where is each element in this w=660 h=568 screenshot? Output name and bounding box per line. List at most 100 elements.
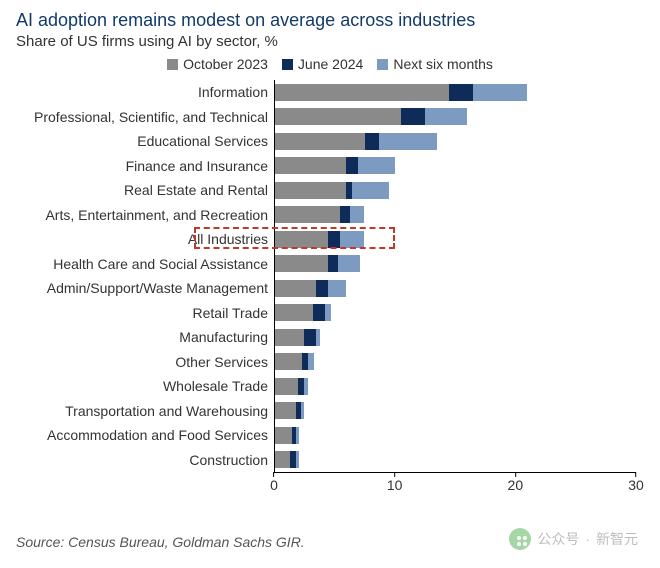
legend-swatch — [282, 59, 293, 70]
bar-track — [274, 178, 644, 203]
plot-area: Information Professional, Scientific, and… — [16, 80, 644, 472]
bar — [274, 157, 395, 174]
bar-segment-oct2023 — [274, 329, 304, 346]
x-tick: 30 — [628, 472, 644, 493]
legend-label: Next six months — [393, 56, 493, 72]
x-tick: 0 — [270, 472, 278, 493]
bar — [274, 280, 346, 297]
category-label: Manufacturing — [16, 329, 274, 345]
bar — [274, 182, 389, 199]
bar-row: Construction — [16, 448, 644, 473]
bar-segment-next6 — [325, 304, 331, 321]
bar-segment-jun2024 — [401, 108, 425, 125]
bar — [274, 133, 437, 150]
chart-subtitle: Share of US firms using AI by sector, % — [16, 33, 644, 50]
bar-segment-oct2023 — [274, 451, 290, 468]
chart-container: AI adoption remains modest on average ac… — [0, 0, 660, 568]
category-label: Educational Services — [16, 133, 274, 149]
bar-track — [274, 252, 644, 277]
bar — [274, 84, 527, 101]
bar-track — [274, 105, 644, 130]
bar-segment-next6 — [379, 133, 437, 150]
bar-segment-jun2024 — [304, 329, 316, 346]
bar-row: Retail Trade — [16, 301, 644, 326]
bar-segment-jun2024 — [346, 157, 358, 174]
bar-segment-oct2023 — [274, 304, 313, 321]
watermark-account: 新智元 — [596, 529, 638, 549]
bar — [274, 427, 299, 444]
bar-row: Educational Services — [16, 129, 644, 154]
bar-track — [274, 276, 644, 301]
bar-track — [274, 374, 644, 399]
bar-segment-jun2024 — [449, 84, 473, 101]
bar-track — [274, 129, 644, 154]
bar-segment-jun2024 — [313, 304, 325, 321]
category-label: Construction — [16, 452, 274, 468]
bar-segment-jun2024 — [365, 133, 379, 150]
category-label: Retail Trade — [16, 305, 274, 321]
bar-segment-oct2023 — [274, 402, 296, 419]
bar-segment-next6 — [296, 427, 300, 444]
bar-segment-jun2024 — [328, 231, 340, 248]
chart-title: AI adoption remains modest on average ac… — [16, 10, 644, 31]
bar-track — [274, 80, 644, 105]
bar-segment-next6 — [301, 402, 305, 419]
legend-swatch — [167, 59, 178, 70]
category-label: Real Estate and Rental — [16, 182, 274, 198]
legend-label: October 2023 — [183, 56, 268, 72]
category-label: Professional, Scientific, and Technical — [16, 109, 274, 125]
category-label: Other Services — [16, 354, 274, 370]
bar-segment-next6 — [358, 157, 394, 174]
bar-segment-next6 — [425, 108, 467, 125]
bar-row: Other Services — [16, 350, 644, 375]
bar-segment-oct2023 — [274, 378, 298, 395]
legend-swatch — [377, 59, 388, 70]
bar — [274, 255, 360, 272]
category-label: Accommodation and Food Services — [16, 427, 274, 443]
bar-segment-oct2023 — [274, 108, 401, 125]
bar — [274, 329, 320, 346]
bar-segment-oct2023 — [274, 84, 449, 101]
watermark-sep: · — [585, 531, 590, 547]
bar-rows: Information Professional, Scientific, and… — [16, 80, 644, 472]
category-label: Admin/Support/Waste Management — [16, 280, 274, 296]
bar-row: Admin/Support/Waste Management — [16, 276, 644, 301]
tick-label: 20 — [508, 477, 524, 493]
bar-segment-jun2024 — [340, 206, 350, 223]
y-axis-line — [274, 80, 275, 472]
bar — [274, 451, 299, 468]
bar-segment-oct2023 — [274, 182, 346, 199]
category-label: Health Care and Social Assistance — [16, 256, 274, 272]
bar-segment-oct2023 — [274, 231, 328, 248]
bar-row: Wholesale Trade — [16, 374, 644, 399]
bar-row: Health Care and Social Assistance — [16, 252, 644, 277]
bar-segment-oct2023 — [274, 255, 328, 272]
bar-track — [274, 203, 644, 228]
bar — [274, 353, 314, 370]
bar-track — [274, 350, 644, 375]
legend-label: June 2024 — [298, 56, 363, 72]
bar — [274, 402, 304, 419]
bar-row: Information — [16, 80, 644, 105]
bar-row: Accommodation and Food Services — [16, 423, 644, 448]
watermark-brand: 公众号 — [537, 529, 579, 549]
bar-row: Finance and Insurance — [16, 154, 644, 179]
bar — [274, 378, 308, 395]
category-label: Wholesale Trade — [16, 378, 274, 394]
bar — [274, 231, 364, 248]
bar — [274, 206, 364, 223]
bar-segment-next6 — [352, 182, 388, 199]
bar-segment-oct2023 — [274, 157, 346, 174]
bar-segment-next6 — [350, 206, 364, 223]
category-label: Information — [16, 84, 274, 100]
tick-label: 0 — [270, 477, 278, 493]
bar-row: Professional, Scientific, and Technical — [16, 105, 644, 130]
category-label: Finance and Insurance — [16, 158, 274, 174]
legend: October 2023 June 2024 Next six months — [16, 56, 644, 72]
bar-row: Manufacturing — [16, 325, 644, 350]
bar-track — [274, 154, 644, 179]
x-tick: 10 — [387, 472, 403, 493]
tick-label: 10 — [387, 477, 403, 493]
x-axis-line — [274, 472, 636, 473]
bar-segment-jun2024 — [316, 280, 328, 297]
